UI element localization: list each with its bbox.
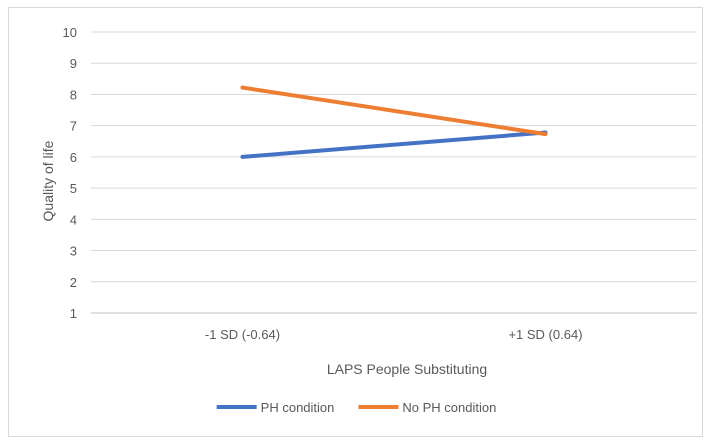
y-tick-label: 9 — [70, 56, 77, 71]
legend-item: No PH condition — [358, 400, 496, 415]
y-tick-label: 5 — [70, 181, 77, 196]
y-tick-label: 2 — [70, 275, 77, 290]
legend-label: No PH condition — [402, 400, 496, 415]
y-tick-label: 10 — [63, 25, 77, 40]
y-tick-label: 3 — [70, 244, 77, 259]
legend-item: PH condition — [216, 400, 335, 415]
y-tick-label: 8 — [70, 87, 77, 102]
y-tick-label: 1 — [70, 306, 77, 321]
legend: PH condition No PH condition — [216, 400, 496, 415]
y-axis-title: Quality of life — [40, 140, 56, 221]
x-tick-label: -1 SD (-0.64) — [205, 327, 280, 342]
axes: 1 2 3 4 5 6 7 8 9 10 -1 SD (-0.64) +1 SD (0.64) — [63, 25, 697, 342]
y-tick-label: 6 — [70, 150, 77, 165]
legend-label: PH condition — [261, 400, 335, 415]
gridlines — [91, 31, 697, 283]
x-axis-title: LAPS People Substituting — [327, 361, 487, 377]
series-line — [240, 85, 548, 137]
x-tick-label: +1 SD (0.64) — [508, 327, 582, 342]
chart-container: 1 2 3 4 5 6 7 8 9 10 -1 SD (-0.64) +1 SD (0.64) Qua… — [8, 7, 703, 437]
series-lines — [240, 85, 548, 159]
y-tick-label: 4 — [70, 212, 77, 227]
series-line — [240, 130, 548, 159]
y-tick-label: 7 — [70, 119, 77, 134]
line-chart: 1 2 3 4 5 6 7 8 9 10 -1 SD (-0.64) +1 SD (0.64) Qua… — [40, 25, 697, 415]
